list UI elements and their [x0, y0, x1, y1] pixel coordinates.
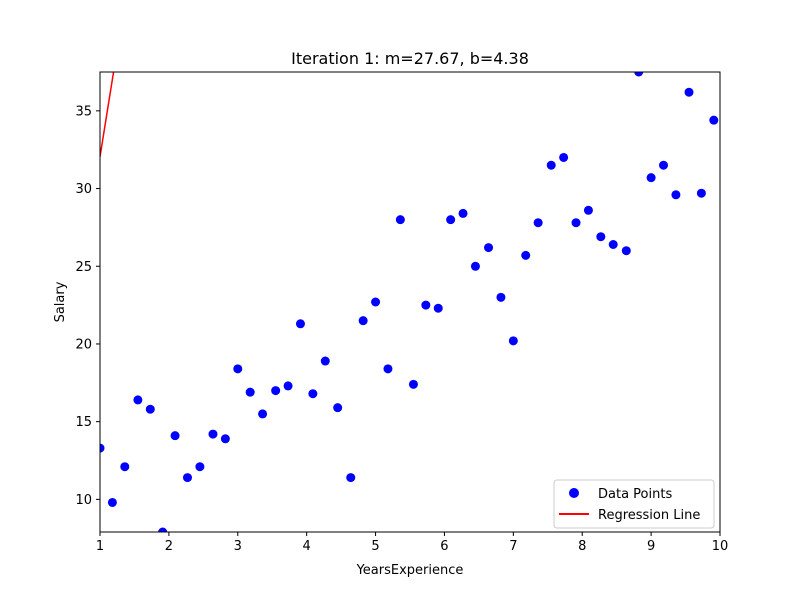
data-point: [709, 115, 719, 125]
y-tick-label: 25: [75, 260, 92, 275]
data-point: [659, 160, 669, 170]
y-tick-label: 15: [75, 415, 92, 430]
legend: Data Points Regression Line: [553, 479, 715, 529]
data-point: [433, 303, 443, 313]
data-point: [696, 188, 706, 198]
legend-box: [553, 479, 715, 529]
data-point: [308, 389, 318, 399]
x-tick-label: 4: [303, 539, 311, 554]
data-point: [233, 364, 243, 374]
data-point: [208, 429, 218, 439]
data-point: [421, 300, 431, 310]
data-point: [333, 403, 343, 413]
x-tick-label: 10: [712, 539, 729, 554]
data-point: [470, 261, 480, 271]
data-point: [107, 497, 117, 507]
data-point: [120, 462, 130, 472]
data-point: [446, 215, 456, 225]
data-point: [508, 336, 518, 346]
data-point: [320, 356, 330, 366]
x-axis-ticks: 1 2 3 4 5 6 7 8 9 10: [96, 532, 728, 554]
data-point: [133, 395, 143, 405]
x-tick-label: 6: [440, 539, 448, 554]
data-point: [408, 379, 418, 389]
data-point: [145, 404, 155, 414]
data-point: [621, 246, 631, 256]
data-point: [295, 319, 305, 329]
data-point: [521, 250, 531, 260]
legend-label-regression-line: Regression Line: [598, 508, 700, 523]
y-axis-label: Salary: [53, 281, 68, 322]
data-point: [634, 72, 644, 77]
legend-marker-data-points: [569, 488, 579, 498]
data-point: [484, 243, 494, 253]
data-point: [346, 473, 356, 483]
data-point: [170, 431, 180, 441]
data-point: [182, 473, 192, 483]
data-point: [258, 409, 268, 419]
data-point: [671, 190, 681, 200]
data-point: [496, 292, 506, 302]
data-point: [100, 443, 105, 453]
y-tick-label: 30: [75, 182, 92, 197]
data-point: [571, 218, 581, 228]
data-point: [220, 434, 230, 444]
data-point: [533, 218, 543, 228]
data-point: [684, 87, 694, 97]
data-point: [646, 173, 656, 183]
x-axis-label: YearsExperience: [356, 563, 464, 578]
plot-area: [100, 72, 720, 532]
x-tick-label: 7: [509, 539, 517, 554]
data-point: [283, 381, 293, 391]
data-marks: [100, 72, 719, 532]
data-point: [583, 205, 593, 215]
x-tick-label: 8: [578, 539, 586, 554]
data-point: [371, 297, 381, 307]
legend-label-data-points: Data Points: [598, 487, 672, 502]
data-point: [458, 208, 468, 218]
y-axis-ticks: 10 15 20 25 30 35: [75, 104, 100, 508]
data-point: [245, 387, 255, 397]
y-tick-label: 20: [75, 337, 92, 352]
data-point: [158, 527, 168, 532]
data-point: [395, 215, 405, 225]
x-tick-label: 3: [234, 539, 242, 554]
x-tick-label: 5: [371, 539, 379, 554]
plot-frame: [99, 71, 721, 533]
data-point: [596, 232, 606, 242]
data-point: [271, 386, 281, 396]
x-tick-label: 2: [165, 539, 173, 554]
data-point: [358, 316, 368, 326]
data-point: [546, 160, 556, 170]
x-tick-label: 9: [647, 539, 655, 554]
data-point: [383, 364, 393, 374]
chart-title: Iteration 1: m=27.67, b=4.38: [291, 49, 529, 68]
data-point: [559, 152, 569, 162]
data-point: [608, 240, 618, 249]
y-tick-label: 10: [75, 493, 92, 508]
data-point: [195, 462, 205, 472]
x-tick-label: 1: [96, 539, 104, 554]
y-tick-label: 35: [75, 104, 92, 119]
